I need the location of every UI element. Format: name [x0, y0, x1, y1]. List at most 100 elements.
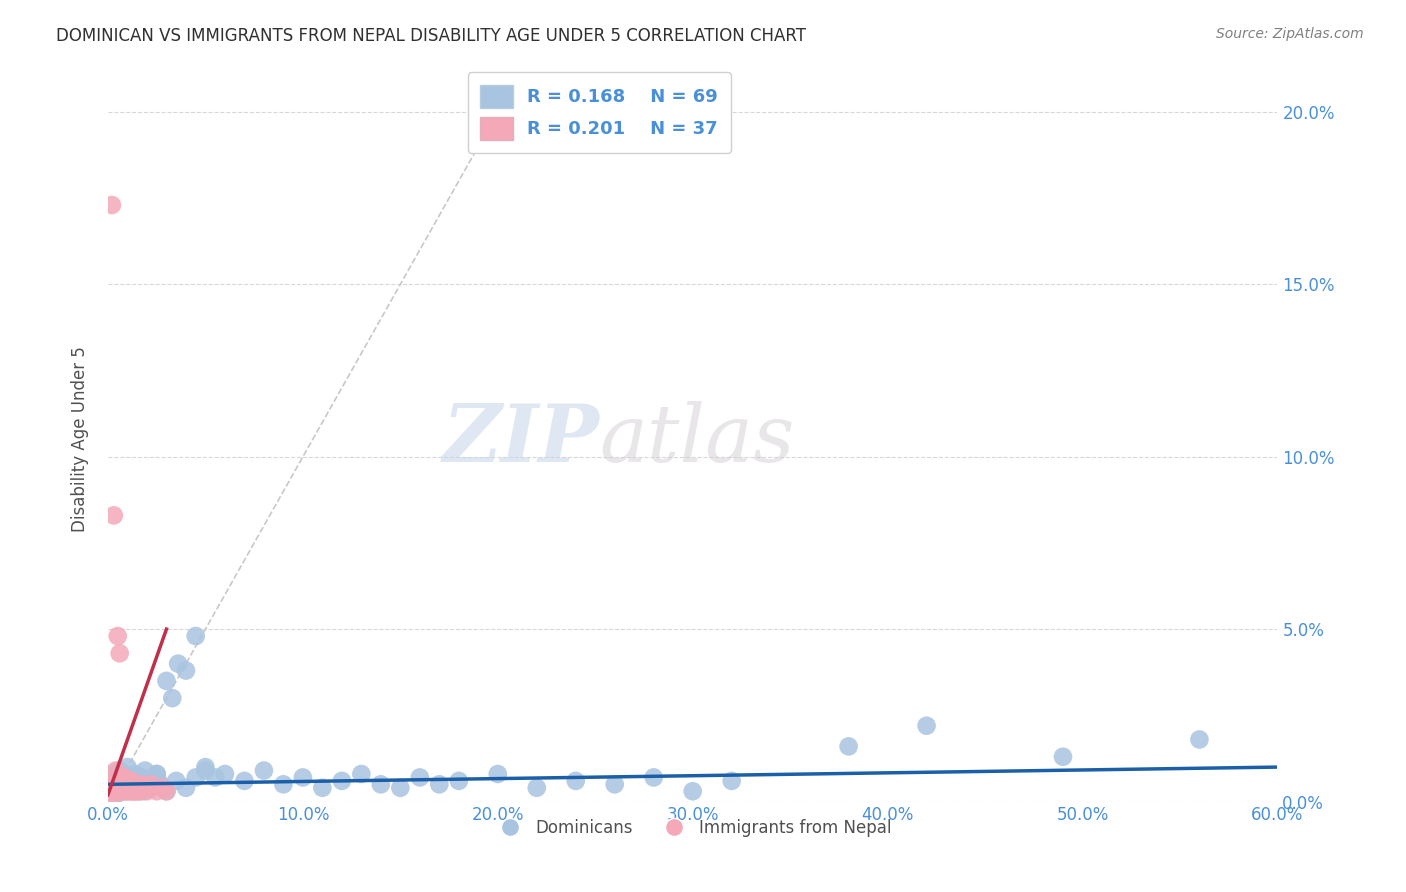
Point [124, 784, 146, 798]
Point [112, 784, 135, 798]
Point [370, 777, 392, 791]
Point [838, 739, 860, 754]
Point [720, 773, 742, 788]
Point [117, 771, 139, 785]
Point [101, 198, 124, 212]
Point [174, 780, 197, 795]
Point [1188, 732, 1211, 747]
Point [104, 788, 127, 802]
Point [167, 657, 190, 671]
Point [118, 784, 141, 798]
Point [104, 777, 127, 791]
Point [129, 777, 152, 791]
Text: DOMINICAN VS IMMIGRANTS FROM NEPAL DISABILITY AGE UNDER 5 CORRELATION CHART: DOMINICAN VS IMMIGRANTS FROM NEPAL DISAB… [56, 27, 806, 45]
Point [165, 773, 187, 788]
Point [120, 784, 142, 798]
Point [915, 719, 938, 733]
Point [118, 780, 141, 795]
Point [111, 784, 134, 798]
Point [152, 780, 174, 795]
Point [136, 780, 159, 795]
Point [526, 780, 548, 795]
Point [139, 777, 162, 791]
Point [103, 788, 125, 802]
Point [291, 771, 314, 785]
Point [174, 664, 197, 678]
Point [129, 771, 152, 785]
Point [134, 764, 156, 778]
Y-axis label: Disability Age Under 5: Disability Age Under 5 [72, 347, 89, 533]
Point [124, 773, 146, 788]
Point [120, 773, 142, 788]
Point [132, 784, 155, 798]
Point [114, 784, 136, 798]
Text: ZIP: ZIP [443, 401, 599, 478]
Point [194, 764, 217, 778]
Point [486, 767, 509, 781]
Point [145, 767, 167, 781]
Point [273, 777, 295, 791]
Point [253, 764, 276, 778]
Point [108, 777, 131, 791]
Point [204, 771, 226, 785]
Legend: Dominicans, Immigrants from Nepal: Dominicans, Immigrants from Nepal [486, 813, 898, 844]
Text: Source: ZipAtlas.com: Source: ZipAtlas.com [1216, 27, 1364, 41]
Point [103, 767, 125, 781]
Point [117, 784, 139, 798]
Point [682, 784, 704, 798]
Point [101, 784, 124, 798]
Point [114, 771, 136, 785]
Point [330, 773, 353, 788]
Point [603, 777, 626, 791]
Point [122, 780, 145, 795]
Point [350, 767, 373, 781]
Point [1052, 749, 1074, 764]
Point [184, 771, 207, 785]
Point [111, 777, 134, 791]
Point [155, 784, 177, 798]
Point [107, 773, 129, 788]
Point [643, 771, 665, 785]
Point [145, 767, 167, 781]
Point [128, 784, 150, 798]
Point [103, 773, 125, 788]
Point [139, 780, 162, 795]
Point [124, 784, 146, 798]
Point [142, 771, 165, 785]
Point [108, 646, 131, 660]
Point [118, 780, 141, 795]
Point [132, 777, 155, 791]
Text: atlas: atlas [599, 401, 794, 478]
Point [112, 784, 135, 798]
Point [155, 784, 177, 798]
Point [136, 784, 159, 798]
Point [114, 773, 136, 788]
Point [145, 784, 167, 798]
Point [128, 784, 150, 798]
Point [112, 771, 135, 785]
Point [162, 691, 184, 706]
Point [138, 773, 160, 788]
Point [122, 777, 145, 791]
Point [233, 773, 256, 788]
Point [104, 764, 127, 778]
Point [103, 508, 125, 523]
Point [122, 784, 145, 798]
Point [214, 767, 236, 781]
Point [184, 629, 207, 643]
Point [107, 773, 129, 788]
Point [124, 767, 146, 781]
Point [112, 771, 135, 785]
Point [127, 780, 149, 795]
Point [111, 777, 134, 791]
Point [117, 760, 139, 774]
Point [120, 773, 142, 788]
Point [409, 771, 432, 785]
Point [120, 780, 142, 795]
Point [108, 764, 131, 778]
Point [311, 780, 333, 795]
Point [427, 777, 450, 791]
Point [564, 773, 586, 788]
Point [389, 780, 412, 795]
Point [132, 780, 155, 795]
